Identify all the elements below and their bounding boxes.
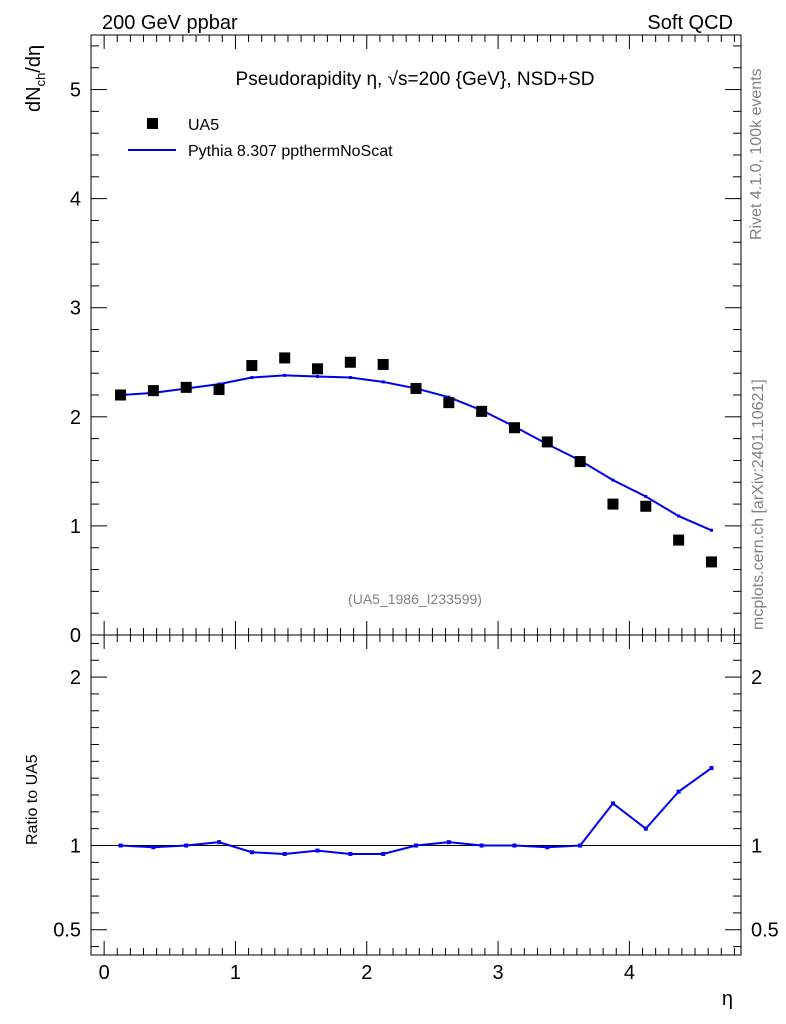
ratio-point: [545, 845, 550, 850]
y-tick-label: 2: [70, 407, 81, 429]
y-label-dn: dN: [23, 86, 45, 112]
ua5-point: [213, 384, 225, 396]
ratio-point: [610, 801, 615, 806]
ua5-point: [246, 360, 258, 372]
main-y-tick-labels: 1 2 3 4 5 0: [70, 80, 81, 647]
ua5-point: [180, 381, 192, 393]
pythia-point: [348, 376, 352, 380]
header-left: 200 GeV ppbar: [102, 12, 238, 34]
ratio-point: [381, 851, 386, 856]
pythia-point: [250, 376, 254, 380]
x-tick-label: 4: [624, 962, 635, 984]
ratio-y-tick-label-right: 0.5: [751, 920, 779, 942]
ratio-point: [315, 848, 320, 853]
ua5-point: [443, 397, 455, 409]
pythia-point: [611, 478, 615, 482]
ratio-point: [348, 851, 353, 856]
pythia-line: [120, 374, 712, 532]
ratio-point: [184, 843, 189, 848]
ratio-tick-labels: 0.5 0.5 1 1 2 2: [53, 667, 779, 942]
ratio-y-tick-label-right: 1: [751, 836, 762, 858]
ratio-y-tick-label-left: 0.5: [53, 920, 81, 942]
legend-label-pythia: Pythia 8.307 ppthermNoScat: [188, 143, 393, 160]
ua5-point: [541, 436, 553, 448]
pythia-point: [709, 528, 713, 532]
header-right: Soft QCD: [647, 12, 733, 34]
ratio-y-tick-label-left: 2: [70, 667, 81, 689]
pythia-point: [316, 374, 320, 378]
ua5-point: [410, 382, 422, 394]
y-tick-label: 5: [70, 80, 81, 102]
ua5-point: [279, 352, 291, 364]
x-tick-label: 0: [99, 962, 110, 984]
pythia-point: [283, 373, 287, 377]
pythia-point: [677, 514, 681, 518]
ua5-point: [312, 363, 324, 375]
mcplots-label: mcplots.cern.ch [arXiv:2401.10621]: [750, 379, 767, 630]
ratio-point: [249, 850, 254, 855]
y-tick-label: 1: [70, 516, 81, 538]
y-axis-label-main: dNch/dη: [23, 45, 48, 112]
y-label-sub: ch: [33, 73, 48, 87]
legend: UA5 Pythia 8.307 ppthermNoScat: [128, 117, 393, 160]
y-tick-label: 3: [70, 298, 81, 320]
ratio-series: [118, 766, 714, 856]
ratio-panel: 0.5 0.5 1 1 2 2 Ratio to UA5: [24, 634, 779, 956]
ratio-y-tick-label-left: 1: [70, 836, 81, 858]
ua5-point: [508, 422, 520, 434]
chart-title: Pseudorapidity η, √s=200 {GeV}, NSD+SD: [236, 69, 595, 90]
analysis-tag: (UA5_1986_I233599): [348, 591, 482, 607]
ratio-point: [709, 766, 714, 771]
ua5-point: [344, 356, 356, 368]
ua5-point: [640, 500, 652, 512]
pythia-point: [644, 494, 648, 498]
ua5-point: [377, 358, 389, 370]
x-tick-label: 1: [230, 962, 241, 984]
y-label-tail: /dη: [23, 45, 45, 73]
main-panel: 1 2 3 4 5 0 Pseudorapidity η, √s=200 {GeV}, N…: [23, 34, 742, 647]
ratio-point: [217, 840, 222, 845]
ratio-ticks: [91, 635, 741, 955]
ratio-point: [676, 789, 681, 794]
rivet-label: Rivet 4.1.0, 100k events: [748, 68, 765, 240]
main-series: [115, 352, 717, 568]
ua5-point: [476, 405, 488, 417]
ratio-point: [414, 843, 418, 848]
ratio-point: [578, 843, 583, 848]
ratio-line: [120, 767, 713, 855]
ua5-point: [673, 534, 685, 546]
main-ticks: [91, 35, 741, 636]
ratio-point: [282, 851, 287, 856]
y-tick-label: 4: [70, 189, 81, 211]
ua5-point: [574, 456, 586, 468]
ratio-y-label: Ratio to UA5: [24, 754, 41, 845]
ratio-point: [479, 843, 484, 848]
ratio-point: [118, 843, 123, 848]
ratio-y-tick-label-right: 2: [751, 667, 762, 689]
ua5-point: [147, 385, 159, 397]
pythia-point: [381, 380, 385, 384]
ratio-point: [643, 826, 648, 831]
ratio-point: [512, 843, 517, 848]
ratio-point: [446, 840, 451, 845]
ratio-frame: [90, 634, 742, 956]
x-axis-label: η: [722, 988, 733, 1010]
x-tick-labels: 0 1 2 3 4: [99, 962, 635, 984]
legend-marker-ua5: [147, 118, 158, 129]
ua5-point: [115, 389, 127, 401]
ua5-point: [607, 498, 619, 510]
legend-label-ua5: UA5: [188, 117, 219, 134]
x-tick-label: 2: [361, 962, 372, 984]
y-tick-label-zero: 0: [70, 625, 81, 647]
x-tick-label: 3: [493, 962, 504, 984]
ua5-point: [705, 556, 717, 568]
ratio-point: [151, 845, 156, 850]
